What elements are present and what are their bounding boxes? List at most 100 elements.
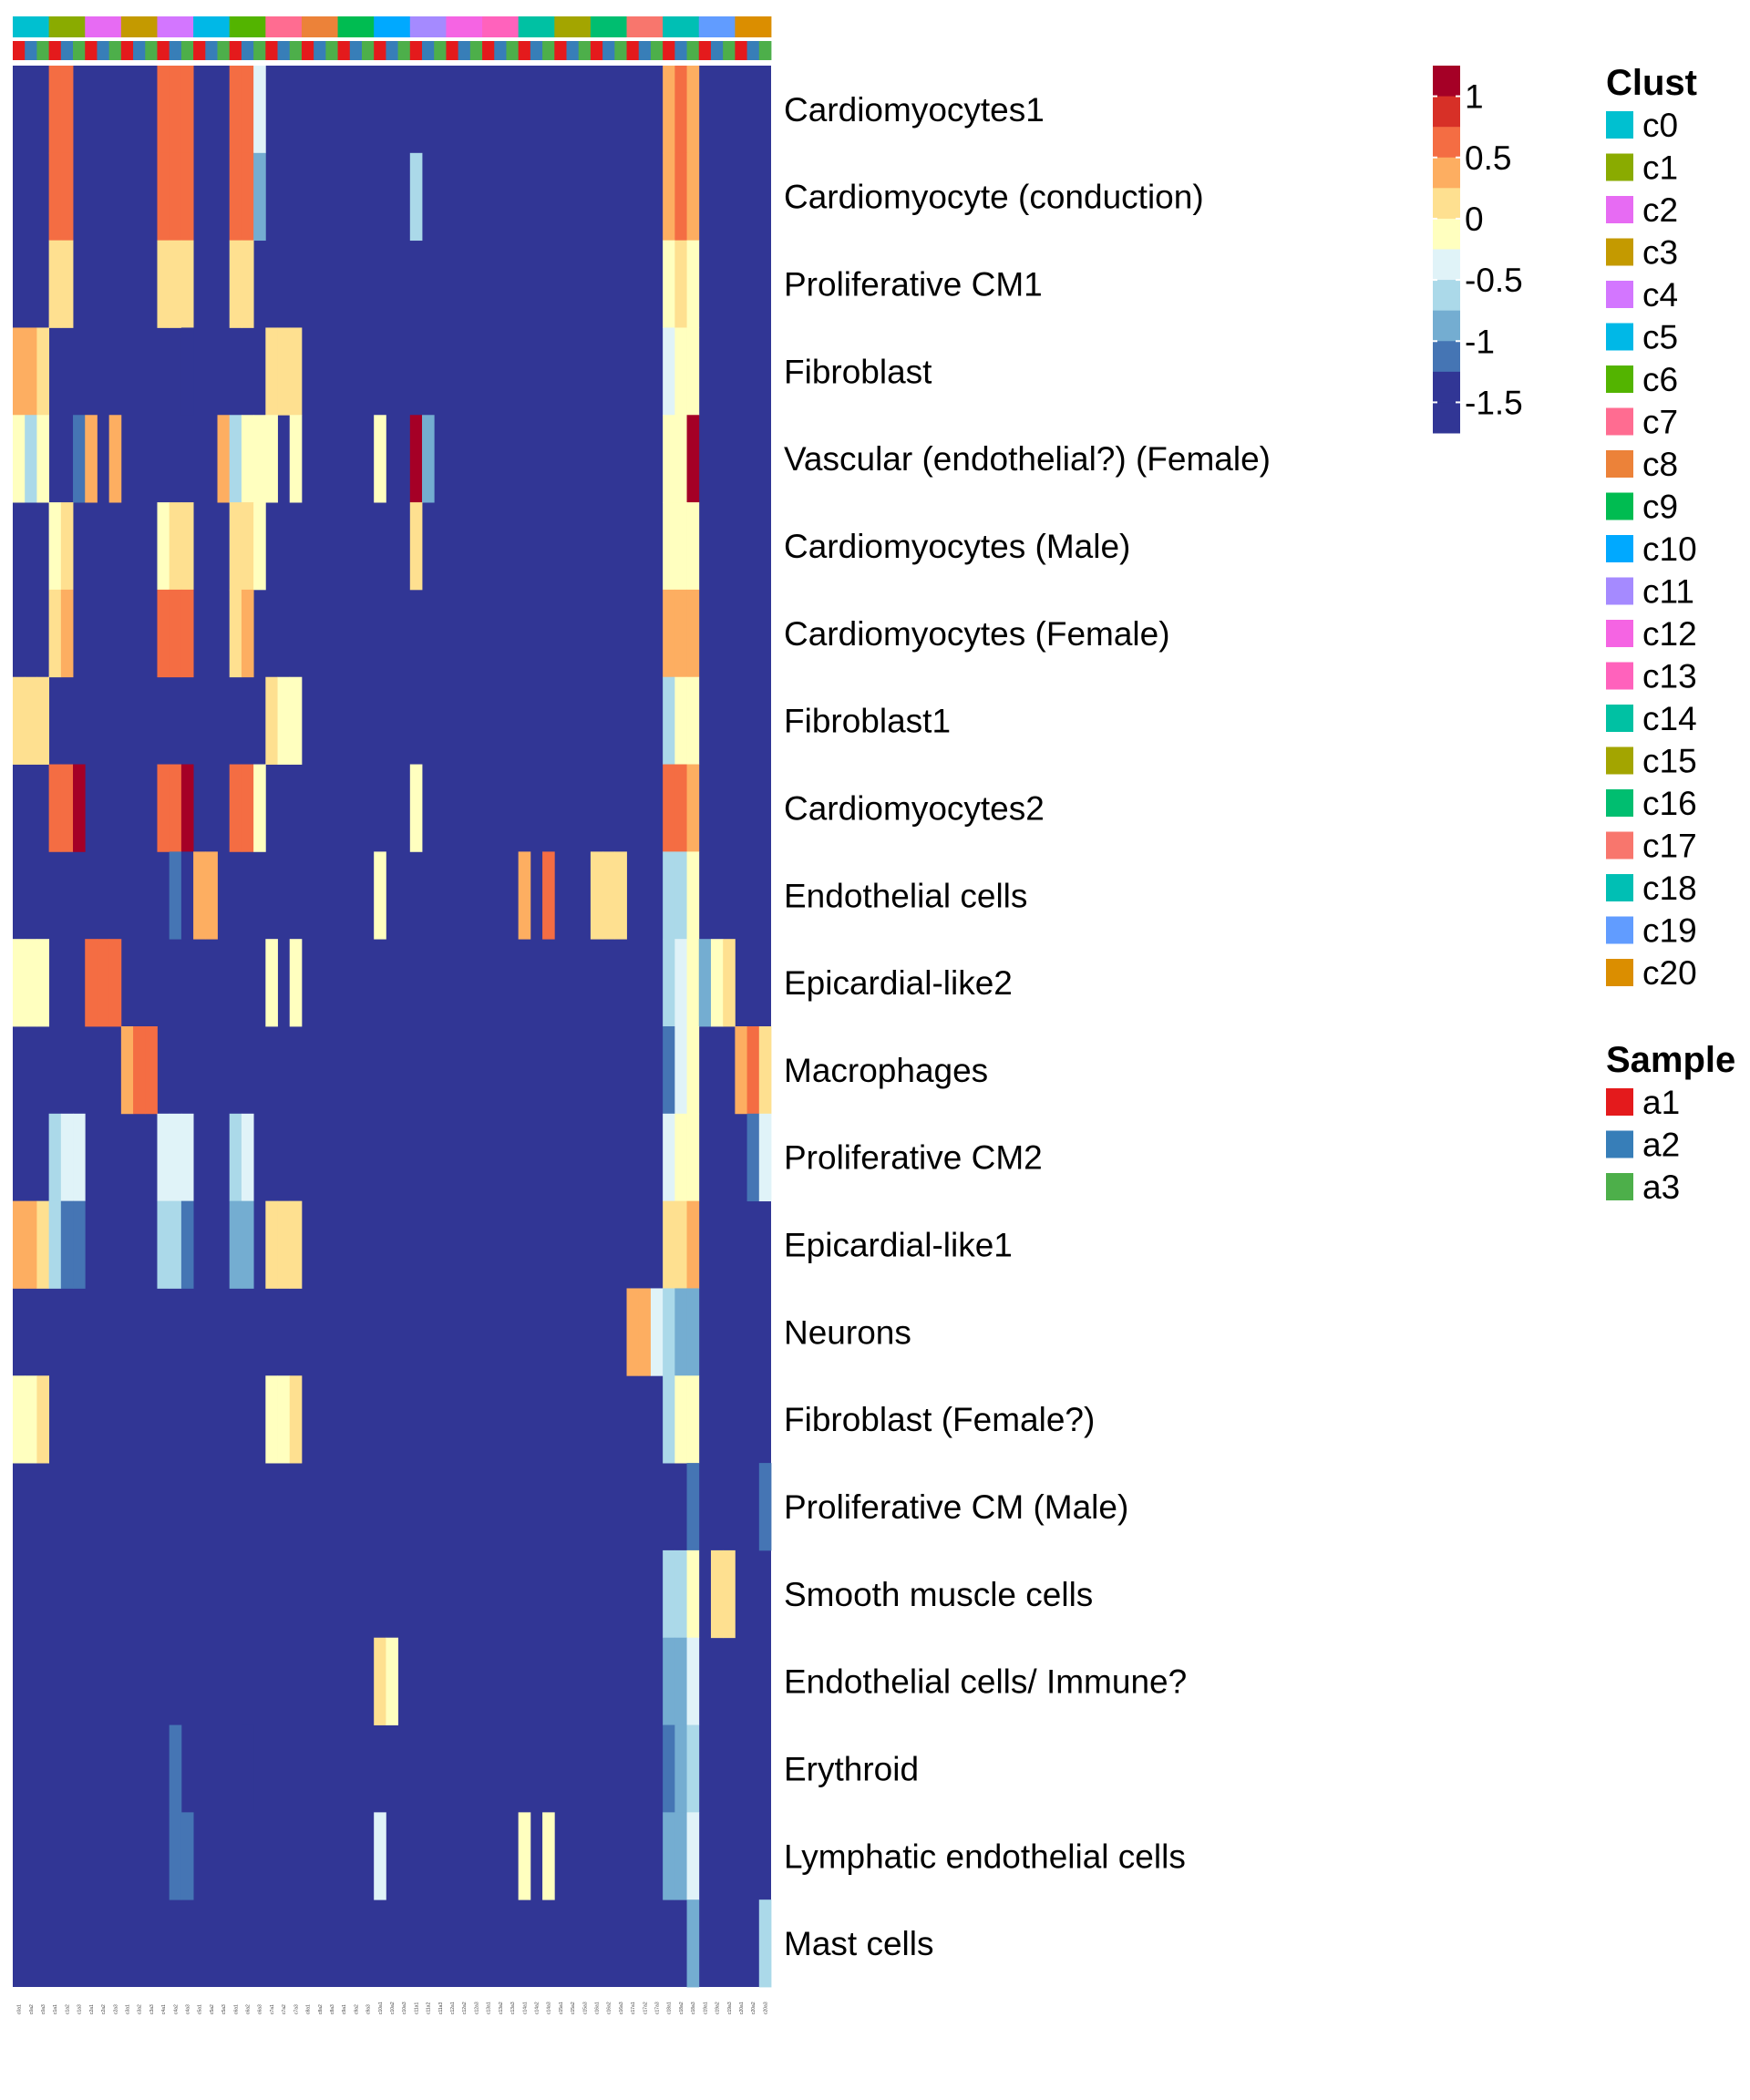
column-label: c11a1: [414, 2002, 419, 2014]
color-scale-label: 0: [1465, 201, 1484, 238]
column-label: c17a3: [655, 2002, 661, 2014]
heatmap-cell-endothelial-cells-immune--c10a2: [386, 1637, 399, 1725]
clust-legend-label-c9: c9: [1642, 489, 1678, 526]
cluster-annotation-bar: [13, 16, 772, 37]
heatmap-cells: [13, 66, 772, 1988]
heatmap-cell-cardiomyocytes2-c1a3: [73, 764, 86, 852]
heatmap-cell-neurons-c18a1: [663, 1288, 675, 1376]
clust-annotation-c12: [446, 16, 483, 37]
sample-annotation-c2a2: [97, 41, 110, 60]
heatmap-cell-macrophages-c20a1: [735, 1026, 747, 1115]
heatmap-cell-endothelial-cells-c5a2: [205, 851, 218, 940]
heatmap-cell-vascular-endothelial-female--c18a2: [674, 415, 687, 503]
heatmap-cell-fibroblast1-c18a2: [674, 676, 687, 765]
heatmap-cell-cardiomyocytes2-c4a1: [157, 764, 170, 852]
sample-annotation-c9a3: [361, 41, 375, 60]
clust-legend-swatch-c16: [1606, 789, 1633, 817]
heatmap-cell-fibroblast1-c0a2: [25, 676, 37, 765]
column-label: c8a1: [306, 2004, 312, 2014]
column-label: c15a3: [582, 2002, 588, 2014]
sample-annotation-c20a3: [758, 41, 772, 60]
heatmap-cell-epicardial-like2-c0a2: [25, 939, 37, 1027]
heatmap-cell-cardiomyocyte-conduction--c18a2: [674, 152, 687, 242]
sample-annotation-c4a3: [180, 41, 194, 60]
row-label: Vascular (endothelial?) (Female): [784, 440, 1271, 478]
row-label: Proliferative CM1: [784, 266, 1043, 304]
heatmap-cell-proliferative-cm2-c4a1: [157, 1113, 170, 1202]
clust-legend-label-c14: c14: [1642, 700, 1697, 737]
clust-legend-swatch-c12: [1606, 620, 1633, 647]
column-label: c2a1: [89, 2004, 95, 2014]
clust-legend-label-c2: c2: [1642, 191, 1678, 229]
heatmap-cell-epicardial-like1-c0a3: [36, 1200, 50, 1289]
color-scale-label: -1.5: [1465, 384, 1523, 421]
clust-legend-swatch-c6: [1606, 365, 1633, 393]
row-label: Endothelial cells: [784, 877, 1027, 914]
heatmap-cell-lymphatic-endothelial-cells-c18a2: [674, 1812, 687, 1900]
heatmap-cell-macrophages-c18a1: [663, 1026, 675, 1115]
clust-legend-label-c18: c18: [1642, 870, 1697, 907]
column-label: c11a3: [438, 2002, 444, 2014]
column-label: c8a2: [318, 2004, 324, 2014]
heatmap-cell-epicardial-like1-c7a1: [265, 1200, 278, 1289]
column-label: c12a2: [462, 2002, 468, 2014]
column-label: c5a3: [221, 2004, 227, 2014]
heatmap-cell-vascular-endothelial-female--c6a1: [229, 415, 242, 503]
heatmap-cell-lymphatic-endothelial-cells-c14a1: [518, 1812, 531, 1900]
heatmap-cell-vascular-endothelial-female--c2a3: [108, 415, 122, 503]
heatmap-cell-epicardial-like2-c2a1: [85, 939, 98, 1027]
clust-legend-label-c8: c8: [1642, 446, 1678, 483]
heatmap-cell-fibroblast-c7a2: [277, 327, 291, 416]
column-label: c11a2: [427, 2002, 432, 2014]
heatmap-cell-endothelial-cells-c18a3: [686, 851, 700, 940]
heatmap-cell-fibroblast-female--c18a2: [674, 1375, 687, 1464]
sample-annotation-c8a1: [301, 41, 314, 60]
heatmap-cell-smooth-muscle-cells-c18a2: [674, 1549, 687, 1639]
heatmap-cell-cardiomyocytes1-c1a2: [60, 66, 74, 154]
heatmap-cell-cardiomyocytes-male--c6a3: [253, 502, 266, 591]
sample-annotation-c15a1: [554, 41, 567, 60]
sample-legend-swatch-a2: [1606, 1130, 1633, 1158]
heatmap-cell-vascular-endothelial-female--c6a2: [241, 415, 254, 503]
heatmap-cell-epicardial-like1-c4a1: [157, 1200, 170, 1289]
sample-annotation-c0a1: [13, 41, 26, 60]
heatmap-cell-proliferative-cm-male--c20a3: [758, 1463, 772, 1551]
heatmap-cell-endothelial-cells-c4a3: [180, 851, 194, 940]
heatmap-cell-epicardial-like2-c18a3: [686, 939, 700, 1027]
heatmap-cell-cardiomyocytes2-c18a1: [663, 764, 675, 852]
heatmap-cell-cardiomyocyte-conduction--c4a3: [180, 152, 194, 242]
column-label: c14a2: [534, 2002, 540, 2014]
column-label: c16a3: [619, 2002, 624, 2014]
sample-annotation-c16a3: [614, 41, 627, 60]
heatmap-cell-fibroblast-female--c7a3: [289, 1375, 303, 1464]
heatmap-cell-cardiomyocytes-male--c18a3: [686, 502, 700, 591]
clust-annotation-c20: [735, 16, 772, 37]
sample-annotation-c2a1: [85, 41, 98, 60]
row-label: Erythroid: [784, 1750, 919, 1787]
heatmap-cell-fibroblast1-c7a1: [265, 676, 278, 765]
heatmap-cell-proliferative-cm2-c6a2: [241, 1113, 254, 1202]
heatmap-cell-epicardial-like1-c4a3: [180, 1200, 194, 1289]
clust-annotation-c4: [157, 16, 194, 37]
heatmap-cell-proliferative-cm2-c18a1: [663, 1113, 675, 1202]
clust-legend-label-c5: c5: [1642, 319, 1678, 356]
clust-annotation-c6: [229, 16, 266, 37]
color-scale-segment: [1433, 66, 1460, 98]
column-label: c3a2: [138, 2004, 143, 2014]
heatmap-cell-neurons-c17a3: [650, 1288, 664, 1376]
heatmap-cell-cardiomyocytes1-c6a3: [253, 66, 266, 154]
heatmap-cell-cardiomyocyte-conduction--c18a3: [686, 152, 700, 242]
clust-annotation-c18: [663, 16, 700, 37]
heatmap-cell-endothelial-cells-c14a3: [542, 851, 555, 940]
row-label: Cardiomyocytes2: [784, 789, 1045, 827]
column-label: c7a3: [293, 2004, 299, 2014]
row-label: Proliferative CM2: [784, 1139, 1043, 1177]
row-label: Cardiomyocyte (conduction): [784, 179, 1204, 216]
sample-annotation-c9a2: [349, 41, 363, 60]
column-label: c0a3: [41, 2004, 46, 2014]
heatmap-cell-endothelial-cells-c4a2: [169, 851, 182, 940]
heatmap-cell-vascular-endothelial-female--c6a3: [253, 415, 266, 503]
sample-annotation-c11a2: [422, 41, 435, 60]
clust-legend-swatch-c14: [1606, 705, 1633, 732]
column-label: c1a2: [65, 2004, 70, 2014]
